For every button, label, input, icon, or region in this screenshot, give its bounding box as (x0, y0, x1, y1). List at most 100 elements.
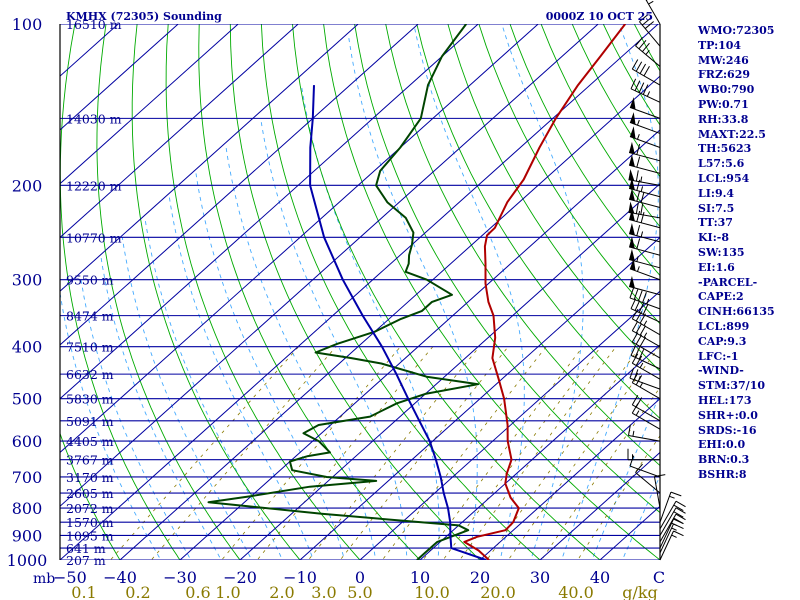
isotherm-line (60, 24, 539, 454)
moist-adiabat-line (591, 392, 660, 560)
wind-barb-flag (635, 61, 643, 72)
height-label: 9550 m (66, 273, 114, 288)
wind-barb (629, 112, 661, 134)
dry-adiabat-line (354, 24, 660, 514)
wind-barb (630, 78, 661, 103)
wind-barb-flag (631, 320, 639, 331)
sounding-index-item: L57:5.6 (698, 157, 745, 171)
mixing-ratio-label: 3.0 (311, 583, 336, 600)
wind-barb (628, 248, 661, 269)
wind-barb-pennant (629, 97, 636, 110)
wind-barb-flag (627, 424, 631, 436)
wind-barb-flag (630, 298, 637, 309)
sounding-index-item: EHI:0.0 (698, 438, 746, 452)
wind-barb-half-flag (636, 256, 639, 262)
wind-barb-flag (634, 80, 641, 91)
wind-barb-flag (643, 66, 650, 77)
height-label: 10770 m (66, 230, 122, 245)
wind-barb-half-flag (632, 430, 635, 437)
dry-adiabat-line (96, 24, 241, 560)
wind-barb-staff (659, 500, 677, 530)
moist-adiabat-line (300, 85, 440, 560)
wind-barb-flag (639, 325, 647, 336)
wind-barb-staff (630, 88, 661, 103)
wind-barb (659, 507, 686, 536)
sounding-index-item: SW:135 (698, 245, 745, 259)
mixing-ratio-line (442, 346, 602, 560)
isotherm-line (60, 24, 479, 400)
wind-barb-flag (675, 513, 686, 521)
wind-barb-flag (673, 517, 684, 524)
dry-adiabat-line (229, 24, 481, 560)
wind-barb-flag (636, 210, 641, 222)
dewpoint-profile-line (207, 24, 480, 560)
pressure-label: 500 (12, 390, 43, 409)
sounding-index-item: TP:104 (698, 38, 742, 52)
mixing-ratio-label: 0.6 (185, 583, 210, 600)
wind-barb-flag (639, 63, 647, 74)
mixing-ratio-label: 0.1 (71, 583, 96, 600)
isotherm-line (0, 12, 12, 571)
sounding-profiles (207, 24, 626, 560)
wind-barb-flag (631, 353, 639, 364)
wind-barb-staff (629, 106, 661, 119)
wind-barb-half-flag (671, 534, 677, 538)
wind-barb-staff (628, 435, 661, 442)
wind-barb-flag (636, 238, 641, 250)
wind-barb-flag (633, 288, 639, 300)
sounding-index-item: LCL:899 (698, 319, 750, 333)
moist-adiabat-line (121, 237, 253, 560)
wind-barb-staff (630, 308, 661, 323)
wind-barb-flag (631, 308, 639, 320)
wind-barb-pennant (629, 112, 636, 125)
dry-adiabat-line (478, 24, 660, 325)
mixing-ratio-unit: g/kg (622, 583, 658, 600)
wind-barb-staff (639, 21, 661, 47)
wind-barb (631, 332, 661, 359)
temperature-tick-label: 30 (530, 568, 550, 587)
wind-barb-half-flag (640, 186, 644, 192)
wind-barb (629, 455, 661, 478)
sounding-index-item: WB0:790 (698, 83, 755, 97)
isotherm-line (60, 24, 599, 507)
wind-barb-half-flag (640, 231, 644, 237)
wind-barb (629, 287, 661, 310)
wind-barb (628, 236, 661, 256)
wind-barb-staff (628, 179, 661, 186)
wind-barb-half-flag (646, 298, 650, 305)
moist-adiabat-line (501, 24, 584, 560)
moist-adiabat-line (225, 147, 377, 560)
sounding-index-item: MW:246 (698, 53, 749, 67)
wind-barb-half-flag (669, 495, 675, 499)
sounding-index-item: TT:37 (698, 216, 733, 230)
height-label: 2605 m (66, 486, 114, 501)
sounding-indices-panel: WMO:72305 TP:104 MW:246 FRZ:629 WB0:790 PW:0.… (698, 24, 800, 483)
wind-barb-half-flag (636, 119, 640, 126)
wind-barb-flag (675, 507, 686, 514)
wind-barb-flag (635, 463, 643, 473)
wind-barb (628, 208, 661, 229)
wind-barb-half-flag (640, 176, 643, 183)
wind-barb-half-flag (637, 375, 641, 382)
wind-barb-half-flag (648, 0, 654, 5)
wind-barb-staff (632, 318, 661, 336)
wind-barb-flag (630, 345, 637, 356)
wind-barb-flag (635, 397, 643, 408)
wind-barb-flag (631, 332, 639, 343)
background-lines (0, 12, 660, 571)
temperature-tick-label: −10 (283, 568, 317, 587)
pressure-unit-label: mb (33, 571, 55, 587)
wind-barb-half-flag (646, 91, 651, 97)
wind-barb-staff (659, 491, 672, 523)
wind-barb-flag (670, 491, 682, 497)
wind-barb (631, 308, 661, 336)
pressure-label: 300 (12, 271, 43, 290)
wind-barb-staff (629, 377, 661, 390)
wind-barb-flag (638, 348, 645, 360)
isotherm-line (479, 398, 660, 560)
wind-barb-half-flag (643, 320, 648, 326)
wind-barb-flag (631, 59, 639, 70)
wind-barb-staff (632, 68, 661, 86)
wind-barb-staff (635, 472, 661, 494)
